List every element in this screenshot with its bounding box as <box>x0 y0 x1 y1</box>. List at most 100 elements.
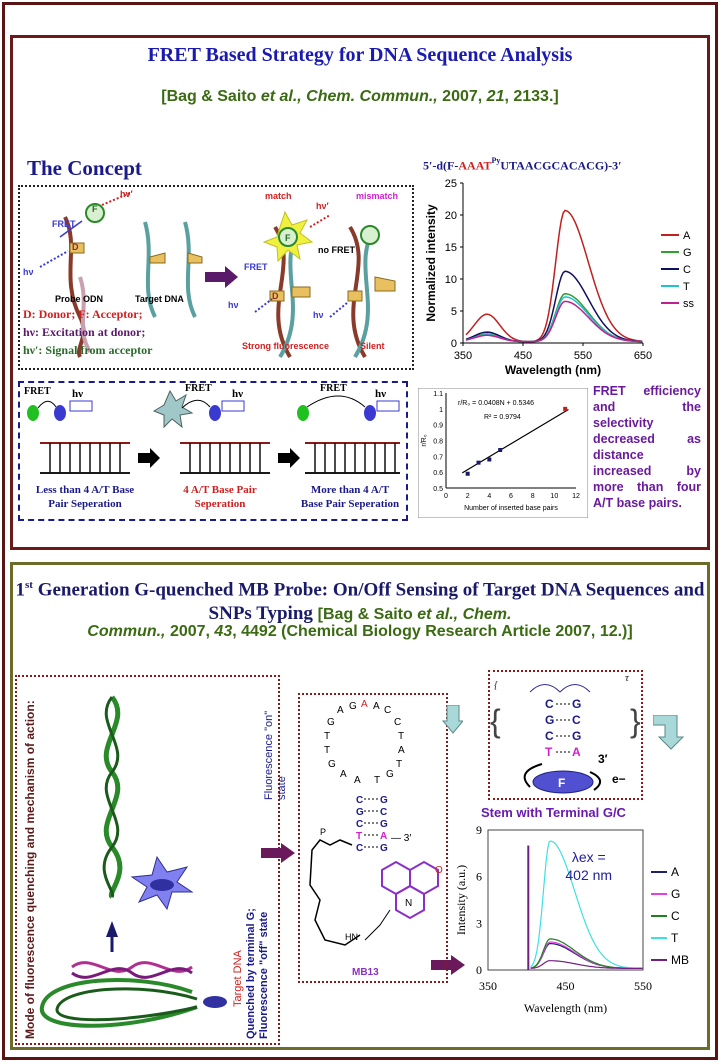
distance-illustration <box>27 389 400 474</box>
label-hv-prime: hν′ <box>120 189 133 199</box>
legend-label-C: C <box>671 909 680 923</box>
y-axis-label: Normalized intensity <box>424 204 438 322</box>
svg-text:A: A <box>354 775 361 786</box>
label-f-2: F <box>285 233 291 243</box>
label-probe-odn: Probe ODN <box>55 294 104 304</box>
y-tick-label: 20 <box>445 210 457 222</box>
y-tick-label: 3 <box>476 916 482 930</box>
svg-text:G: G <box>349 701 357 712</box>
series-line-A <box>530 942 643 969</box>
chart1-title-red: AAAT <box>458 158 492 173</box>
concept-illustration <box>39 192 396 359</box>
panel2-citation: Commun., 2007, 43, 4492 (Chemical Biolog… <box>13 623 707 641</box>
mb-probe-panel: 1st Generation G-quenched MB Probe: On/O… <box>10 562 710 1050</box>
series-line-C <box>465 270 643 343</box>
title-main: Generation G-quenched MB Probe: On/Off S… <box>32 579 705 625</box>
legend-donor: D: Donor; F: Acceptor; <box>23 307 143 321</box>
x-tick-label: 450 <box>514 350 532 362</box>
svg-text:C: C <box>380 807 387 818</box>
cite2-authors: [Bag & Saito <box>317 606 418 624</box>
svg-text:T: T <box>356 831 362 842</box>
y-axis-label: Intensity (a.u.) <box>454 865 468 935</box>
legend-label-T: T <box>683 281 690 293</box>
svg-text:T: T <box>374 775 380 786</box>
quenched-label: Quenched by terminal G; Fluorescence "of… <box>245 908 270 1039</box>
series-line-T <box>530 840 643 969</box>
legend-label-G: G <box>683 247 692 259</box>
mb13-label: MB13 <box>352 967 379 978</box>
svg-text:G: G <box>386 769 394 780</box>
y-tick-label: 0.9 <box>433 423 443 430</box>
cite2-etal: et al., <box>417 606 459 624</box>
mb-spectrum-chart: 0 3 6 9 350 450 550 Wavelength (nm) Intensity (a… <box>454 823 689 1015</box>
svg-text:G: G <box>380 795 388 806</box>
mode-label: Mode of fluorescence quenching and mecha… <box>23 700 37 1039</box>
svg-text:A: A <box>572 745 581 759</box>
svg-text:O: O <box>435 865 443 876</box>
arrow-down-left-icon <box>441 705 463 734</box>
panel1-citation: [Bag & Saito et al., Chem. Commun., 2007… <box>13 88 707 106</box>
inset-3prime-label: 3′ <box>598 752 608 766</box>
r2-label: R² = 0.9794 <box>484 414 521 421</box>
svg-text:— 3′: — 3′ <box>391 833 411 844</box>
cite2-journal2: Commun., <box>87 623 166 640</box>
x-tick-label: 2 <box>466 493 470 500</box>
chart1-title-sup: Py <box>491 156 501 165</box>
svg-text:G: G <box>572 729 581 743</box>
svg-text:C: C <box>356 819 363 830</box>
x-axis-label: Wavelength (nm) <box>524 1001 607 1015</box>
svg-text:G: G <box>380 819 388 830</box>
fret-note: FRET efficiency and the selectivity decr… <box>593 384 701 510</box>
scatter-chart: 0.5 0.6 0.7 0.8 0.9 1 1.1 0 2 4 6 8 10 12 Number of in… <box>418 388 588 518</box>
svg-text:G: G <box>327 717 335 728</box>
x-tick-label: 350 <box>479 979 497 993</box>
svg-text:C: C <box>572 713 581 727</box>
y-tick-label: 15 <box>445 242 457 254</box>
fluorescence-on-label: Fluorescence "on" state <box>263 710 288 800</box>
title-1: 1 <box>15 579 25 601</box>
x-tick-label: 6 <box>509 493 513 500</box>
data-point <box>465 471 470 476</box>
legend-label-G: G <box>671 887 680 901</box>
data-point <box>487 457 492 462</box>
y-tick-label: 0 <box>451 338 457 350</box>
y-tick-label: 6 <box>476 870 482 884</box>
stem-label: Stem with Terminal G/C <box>481 805 626 820</box>
svg-text:G: G <box>356 807 364 818</box>
y-tick-label: 25 <box>445 178 457 190</box>
svg-text:A: A <box>361 699 368 710</box>
label-match: match <box>265 191 292 201</box>
hv-label-a: hν <box>72 388 84 400</box>
target-dna-label: Target DNA <box>232 950 244 1007</box>
svg-text:N: N <box>405 898 412 909</box>
label-hv: hν <box>23 267 34 277</box>
svg-text:G: G <box>380 843 388 854</box>
svg-text:T: T <box>398 731 404 742</box>
arrow-down-right-icon <box>653 715 685 750</box>
fret-panel: FRET Based Strategy for DNA Sequence Ana… <box>10 35 710 550</box>
series-line-A <box>465 209 643 343</box>
svg-text:C: C <box>356 795 363 806</box>
label-hv-3: hν <box>313 310 324 320</box>
y-axis-label: r/R₀ <box>421 434 428 446</box>
fret-label-b: FRET <box>185 383 212 394</box>
x-tick-label: 12 <box>572 493 580 500</box>
x-tick-label: 550 <box>634 979 652 993</box>
svg-text:A: A <box>373 701 380 712</box>
excitation-annotation: λex = <box>572 849 606 865</box>
svg-text:HN: HN <box>345 932 358 942</box>
x-axis-label: Number of inserted base pairs <box>464 505 558 512</box>
x-tick-label: 8 <box>531 493 535 500</box>
legend-label-A: A <box>683 230 691 242</box>
x-tick-label: 450 <box>557 979 575 993</box>
y-tick-label: 0.7 <box>433 454 443 461</box>
y-tick-label: 1.1 <box>433 391 443 398</box>
svg-text:T: T <box>545 745 553 759</box>
concept-heading: The Concept <box>27 156 142 180</box>
spectrum-chart-title: 5′-d(F-AAATPyUTAACGCACACG)-3′ <box>423 156 622 174</box>
hv-label-b: hν <box>232 388 244 400</box>
label-fret: FRET <box>52 219 76 229</box>
legend-label-T: T <box>671 931 679 945</box>
